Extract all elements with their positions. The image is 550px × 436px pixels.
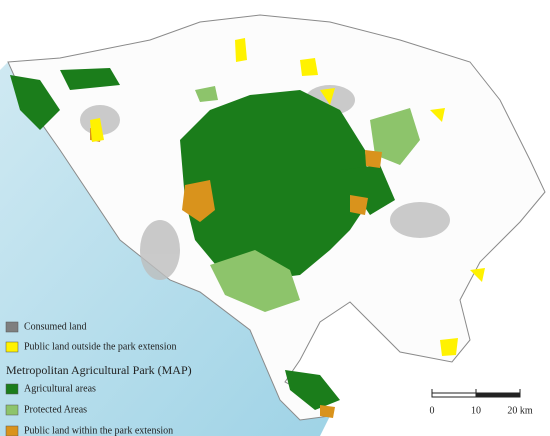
scale-bar: 0 10 20 km xyxy=(430,389,533,416)
scale-segment xyxy=(431,392,477,398)
protected-areas xyxy=(195,86,420,312)
legend-label: Protected Areas xyxy=(24,404,87,415)
sea xyxy=(0,62,330,436)
legend-label: Consumed land xyxy=(24,321,87,332)
legend-label: Public land within the park extension xyxy=(24,425,173,436)
legend-group-title: Metropolitan Agricultural Park (MAP) xyxy=(6,363,192,377)
scale-label: 0 xyxy=(430,405,435,416)
scale-label: 20 km xyxy=(507,405,533,416)
legend-label: Agricultural areas xyxy=(24,383,96,394)
legend-swatch xyxy=(5,404,19,416)
legend-swatch xyxy=(5,425,19,436)
public-land-outside xyxy=(90,38,485,356)
scale-segment xyxy=(475,392,521,398)
scale-label: 10 xyxy=(471,405,481,416)
legend-swatch xyxy=(5,321,19,333)
agricultural-areas xyxy=(10,68,395,410)
legend-swatch xyxy=(5,383,19,395)
legend: Consumed land Public land outside the par… xyxy=(5,321,192,436)
legend-swatch xyxy=(5,341,19,353)
public-land-within xyxy=(90,128,382,418)
legend-label: Public land outside the park extension xyxy=(24,341,176,352)
